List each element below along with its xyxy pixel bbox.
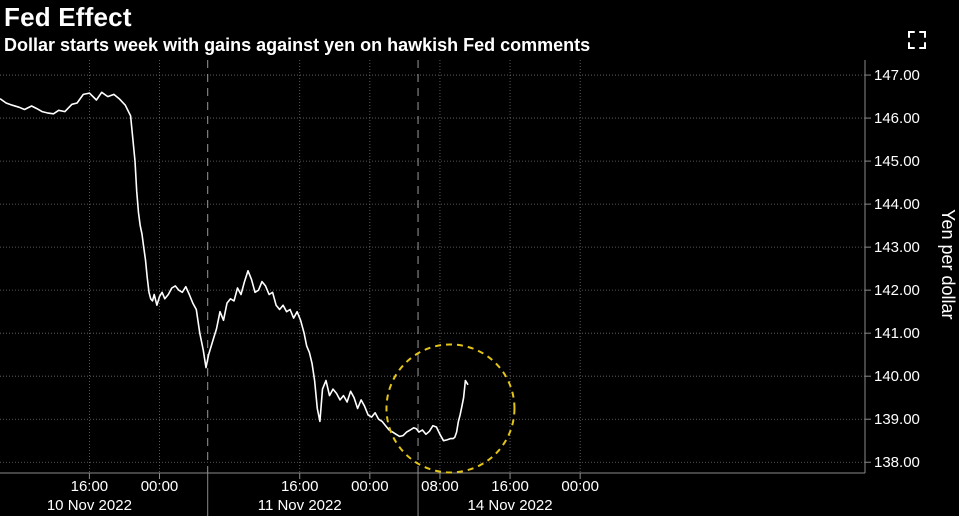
x-tick-label: 00:00 [561,478,599,495]
x-tick-label: 00:00 [141,478,179,495]
x-tick-label: 16:00 [491,478,529,495]
x-date-label: 10 Nov 2022 [47,497,132,514]
y-tick-label: 141.00 [874,325,920,342]
x-tick-label: 16:00 [71,478,109,495]
x-tick-label: 00:00 [351,478,389,495]
x-date-label: 11 Nov 2022 [258,497,342,514]
chart-title: Fed Effect [4,2,132,32]
y-tick-label: 145.00 [874,153,920,170]
y-tick-label: 146.00 [874,110,920,127]
grid-lines [0,60,865,473]
y-tick-label: 142.00 [874,282,920,299]
y-tick-label: 140.00 [874,368,920,385]
y-tick-label: 144.00 [874,196,920,213]
series-line-usdjpy [0,91,469,442]
x-axis: 16:00 00:00 16:00 00:00 08:00 16:00 00:00 10 No… [47,473,599,514]
session-breaks [207,60,419,516]
y-tick-label: 139.00 [874,411,920,428]
y-tick-label: 138.00 [874,454,920,471]
highlight-circle [385,343,516,474]
x-tick-label: 16:00 [281,478,319,495]
chart-subtitle: Dollar starts week with gains against ye… [4,35,591,55]
x-date-label: 14 Nov 2022 [468,497,553,514]
expand-icon[interactable] [905,28,929,52]
y-axis: 147.00 146.00 145.00 144.00 143.00 142.00 141.… [865,67,920,471]
y-tick-label: 143.00 [874,239,920,256]
y-axis-label: Yen per dollar [938,209,958,319]
y-tick-label: 147.00 [874,67,920,84]
x-tick-label: 08:00 [421,478,459,495]
